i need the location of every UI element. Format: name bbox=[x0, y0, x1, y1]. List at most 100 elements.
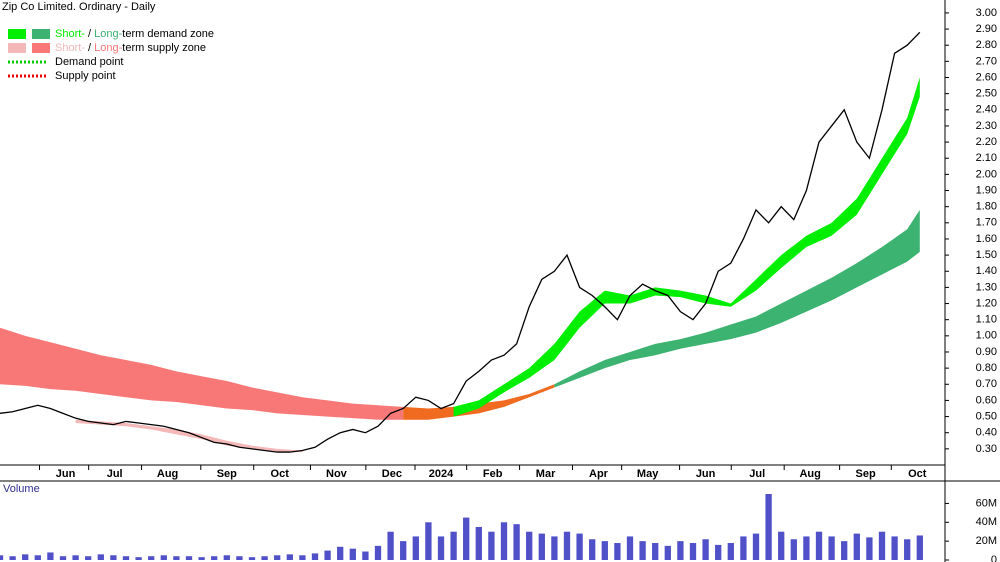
x-tick-label: Jun bbox=[56, 468, 76, 480]
volume-bar bbox=[513, 524, 520, 560]
volume-bar bbox=[551, 536, 558, 560]
x-tick-label: 2024 bbox=[429, 468, 454, 480]
volume-bar bbox=[437, 536, 445, 560]
volume-bar bbox=[526, 531, 533, 560]
volume-bar bbox=[500, 522, 508, 560]
volume-bar bbox=[475, 527, 482, 560]
legend-part: Short- bbox=[55, 42, 85, 54]
y-tick-label: 2.80 bbox=[976, 39, 997, 51]
y-tick-label: 2.20 bbox=[976, 136, 997, 148]
legend-part: term demand zone bbox=[122, 28, 214, 40]
volume-bar bbox=[412, 536, 419, 560]
volume-bar bbox=[563, 531, 571, 560]
volume-bar bbox=[841, 541, 848, 560]
volume-bar bbox=[9, 556, 16, 560]
volume-bar bbox=[223, 555, 230, 560]
y-tick-label: 2.30 bbox=[976, 120, 997, 132]
legend-part: / bbox=[85, 42, 94, 54]
x-tick-label: Oct bbox=[908, 468, 927, 480]
volume-bar bbox=[59, 556, 67, 560]
volume-bar bbox=[866, 537, 873, 560]
legend-swatch bbox=[32, 29, 50, 39]
volume-bar bbox=[261, 556, 268, 560]
volume-bar bbox=[488, 531, 495, 560]
legend-part: Long- bbox=[94, 28, 122, 40]
x-tick-label: Jun bbox=[696, 468, 716, 480]
price-line bbox=[0, 31, 921, 453]
volume-bar bbox=[639, 541, 646, 560]
volume-bar bbox=[538, 533, 545, 560]
y-tick-label: 20M bbox=[976, 535, 997, 547]
volume-bar bbox=[601, 541, 608, 560]
x-tick-label: Feb bbox=[483, 468, 503, 480]
y-tick-label: 0.60 bbox=[976, 394, 997, 406]
volume-bar bbox=[752, 533, 760, 560]
volume-bar bbox=[286, 554, 293, 560]
zone-band bbox=[403, 384, 555, 420]
volume-bar bbox=[450, 531, 457, 560]
x-tick-label: Apr bbox=[589, 468, 609, 480]
y-tick-label: 2.70 bbox=[976, 55, 997, 67]
volume-bar bbox=[374, 545, 382, 560]
volume-bar bbox=[97, 554, 104, 560]
volume-title: Volume bbox=[3, 483, 40, 495]
legend-label: Supply point bbox=[55, 70, 116, 82]
y-tick-label: 0.50 bbox=[976, 410, 997, 422]
volume-bar bbox=[790, 539, 797, 560]
y-tick-label: 1.90 bbox=[976, 184, 997, 196]
volume-bar bbox=[589, 539, 596, 560]
volume-bar bbox=[778, 531, 785, 560]
volume-bar bbox=[765, 494, 772, 560]
volume-bar bbox=[828, 536, 835, 560]
y-tick-label: 0.80 bbox=[976, 362, 997, 374]
x-tick-label: Aug bbox=[157, 468, 178, 480]
legend-swatch bbox=[8, 29, 26, 39]
volume-bar bbox=[160, 555, 167, 560]
volume-bar bbox=[689, 543, 697, 560]
zone-band bbox=[0, 327, 404, 420]
volume-bar bbox=[727, 543, 734, 560]
legend-label: Short- / Long-term demand zone bbox=[55, 28, 214, 40]
x-tick-label: May bbox=[637, 468, 659, 480]
zone-band bbox=[554, 209, 920, 388]
volume-bar bbox=[614, 543, 621, 560]
y-tick-label: 2.50 bbox=[976, 88, 997, 100]
legend-swatch bbox=[8, 43, 26, 53]
x-tick-label: Nov bbox=[326, 468, 348, 480]
volume-bar bbox=[904, 539, 911, 560]
legend-swatch bbox=[32, 43, 50, 53]
y-tick-label: 1.80 bbox=[976, 201, 997, 213]
y-tick-label: 1.20 bbox=[976, 297, 997, 309]
y-tick-label: 1.60 bbox=[976, 233, 997, 245]
volume-bar bbox=[652, 543, 659, 560]
y-tick-label: 60M bbox=[976, 497, 997, 509]
volume-bar bbox=[916, 535, 923, 560]
chart-title: Zip Co Limited. Ordinary - Daily bbox=[2, 1, 156, 13]
volume-bar bbox=[274, 555, 281, 560]
volume-bar bbox=[47, 552, 54, 560]
x-tick-label: Sep bbox=[856, 468, 876, 480]
y-tick-label: 0.40 bbox=[976, 427, 997, 439]
x-tick-label: Dec bbox=[382, 468, 402, 480]
x-tick-label: Mar bbox=[536, 468, 556, 480]
legend-part: Long- bbox=[94, 42, 122, 54]
legend-part: term supply zone bbox=[122, 42, 206, 54]
y-tick-label: 1.70 bbox=[976, 217, 997, 229]
volume-bar bbox=[324, 550, 331, 560]
volume-bar bbox=[387, 531, 394, 560]
y-tick-label: 1.00 bbox=[976, 330, 997, 342]
volume-bar bbox=[299, 555, 306, 560]
volume-bar bbox=[853, 533, 860, 560]
volume-bar bbox=[198, 557, 205, 560]
volume-bar bbox=[135, 557, 142, 560]
y-tick-label: 2.40 bbox=[976, 104, 997, 116]
x-tick-label: Jul bbox=[749, 468, 765, 480]
volume-bar bbox=[311, 553, 319, 560]
y-tick-label: 2.00 bbox=[976, 168, 997, 180]
volume-bar bbox=[110, 555, 117, 560]
y-tick-label: 0 bbox=[991, 554, 997, 562]
volume-bar bbox=[34, 555, 41, 560]
volume-bar bbox=[173, 556, 180, 560]
volume-bar bbox=[715, 544, 722, 560]
